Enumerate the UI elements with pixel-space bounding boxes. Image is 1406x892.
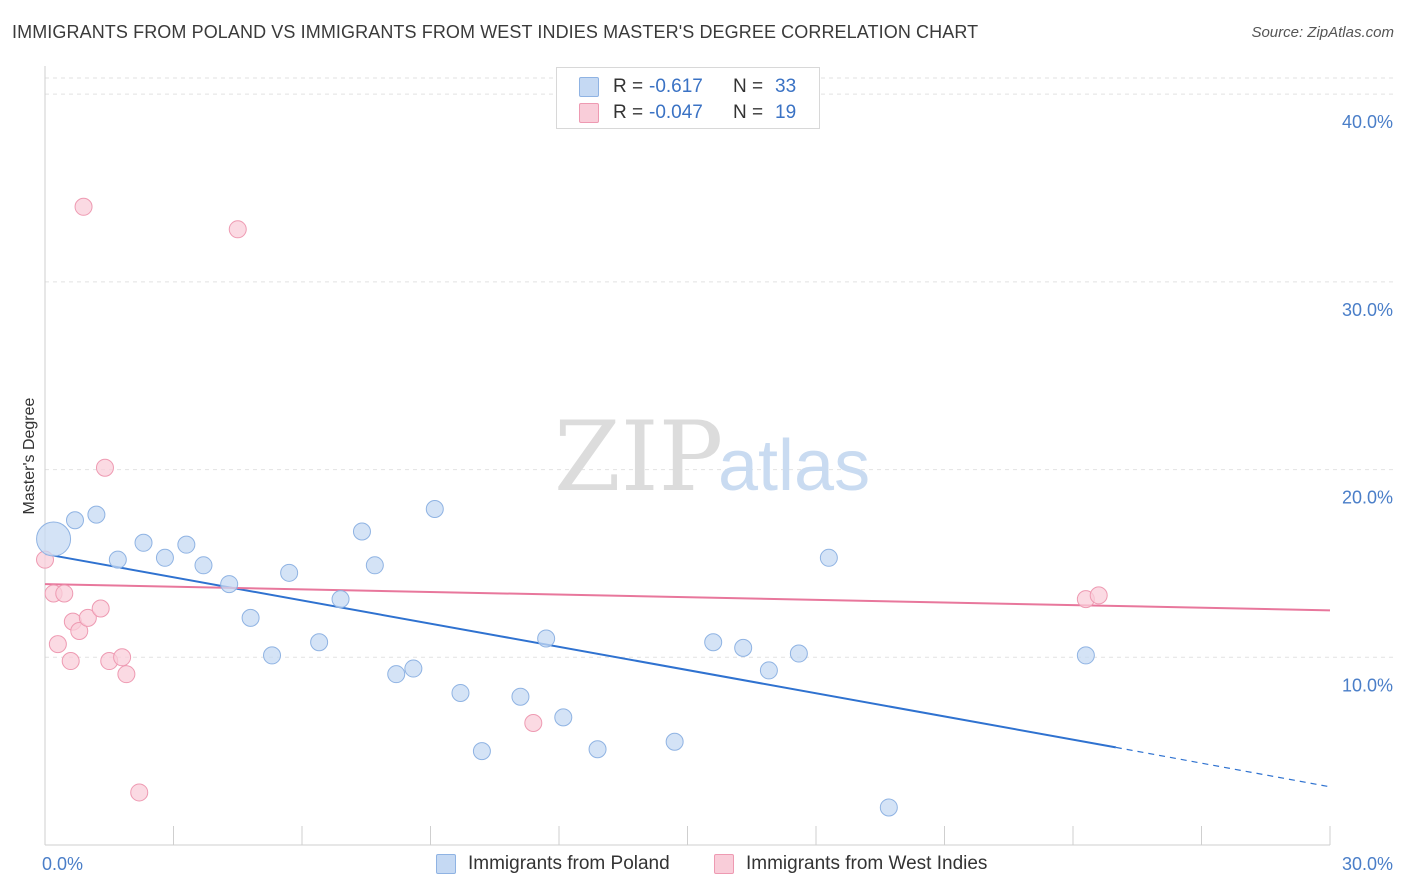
poland-point-5 (155, 548, 174, 567)
poland-point-1 (65, 511, 84, 530)
west-indies-point-7 (74, 197, 93, 216)
west-indies-point-3 (55, 584, 74, 603)
bottom-west-indies-swatch-icon (714, 854, 734, 874)
poland-point-21 (511, 687, 530, 706)
poland-point-7 (194, 556, 213, 575)
west-indies-r-label: R = (613, 102, 644, 123)
y-tick-label-10: 10.0% (1342, 675, 1393, 695)
west-indies-point-15 (228, 220, 247, 239)
poland-r-label: R = (613, 76, 644, 97)
poland-point-13 (331, 590, 350, 609)
poland-point-11 (280, 563, 299, 582)
poland-point-6 (177, 535, 196, 554)
west-indies-point-4 (61, 652, 80, 671)
poland-trend-extension (1115, 746, 1331, 788)
poland-point-31 (879, 798, 898, 817)
poland-trend-line (44, 553, 1117, 749)
watermark: ZIP atlas (554, 401, 870, 513)
data-points (36, 197, 1108, 817)
poland-point-26 (704, 633, 723, 652)
x-tick-label-min: 0.0% (42, 854, 83, 874)
west-indies-point-16 (524, 713, 543, 732)
watermark-zip: ZIP (554, 401, 723, 513)
poland-point-3 (108, 550, 127, 569)
y-axis-label: Master's Degree (21, 397, 38, 514)
poland-r-value: -0.617 (649, 76, 703, 97)
west-indies-r-value: -0.047 (649, 102, 703, 123)
y-tick-label-40: 40.0% (1342, 112, 1393, 132)
poland-n-label: N = (733, 76, 764, 97)
watermark-atlas: atlas (718, 426, 870, 506)
poland-point-20 (472, 742, 491, 761)
poland-point-14 (352, 522, 371, 541)
y-tick-label-30: 30.0% (1342, 300, 1393, 320)
poland-point-32 (1076, 646, 1095, 665)
poland-point-29 (789, 644, 808, 663)
west-indies-point-14 (130, 783, 149, 802)
west-indies-point-12 (113, 648, 132, 667)
poland-point-19 (451, 683, 470, 702)
poland-point-24 (588, 740, 607, 759)
poland-point-27 (734, 638, 753, 657)
poland-point-16 (387, 665, 406, 684)
west-indies-point-8 (78, 608, 97, 627)
y-tick-label-20: 20.0% (1342, 488, 1393, 508)
poland-point-17 (404, 659, 423, 678)
bottom-legend-west-indies: Immigrants from West Indies (714, 851, 987, 877)
legend-row-west-indies: R = -0.047 N = 19 (579, 100, 796, 126)
bottom-poland-label: Immigrants from Poland (468, 853, 670, 874)
poland-point-0 (36, 521, 72, 557)
poland-point-12 (310, 633, 329, 652)
west-indies-point-9 (91, 599, 110, 618)
bottom-poland-swatch-icon (436, 854, 456, 874)
west-indies-n-label: N = (733, 102, 764, 123)
trend-lines (44, 553, 1331, 788)
poland-n-value: 33 (775, 76, 797, 97)
poland-point-2 (87, 505, 106, 524)
poland-point-18 (425, 499, 444, 518)
west-indies-n-value: 19 (775, 102, 797, 123)
west-indies-point-6 (70, 622, 89, 641)
poland-point-22 (537, 629, 556, 648)
west-indies-point-13 (117, 665, 136, 684)
poland-point-30 (819, 548, 838, 567)
poland-point-4 (134, 533, 153, 552)
west-indies-swatch-icon (579, 103, 599, 123)
axes (44, 66, 1331, 846)
poland-point-23 (554, 708, 573, 727)
poland-point-15 (365, 556, 384, 575)
poland-swatch-icon (579, 77, 599, 97)
tick-labels: 10.0% 20.0% 30.0% 40.0% 0.0% 30.0% (42, 112, 1393, 874)
west-indies-point-2 (48, 635, 67, 654)
west-indies-trend-line (44, 583, 1331, 612)
bottom-west-indies-label: Immigrants from West Indies (746, 853, 988, 874)
correlation-legend: R = -0.617 N = 33 R = -0.047 N = 19 (556, 67, 820, 129)
west-indies-point-18 (1089, 586, 1108, 605)
poland-point-10 (263, 646, 282, 665)
west-indies-point-10 (95, 458, 114, 477)
source-label: Source: ZipAtlas.com (1251, 24, 1394, 41)
chart-title: IMMIGRANTS FROM POLAND VS IMMIGRANTS FRO… (12, 22, 979, 42)
poland-point-25 (665, 732, 684, 751)
legend-row-poland: R = -0.617 N = 33 (579, 74, 796, 100)
poland-point-28 (759, 661, 778, 680)
poland-point-9 (241, 608, 260, 627)
gridlines (45, 77, 1393, 658)
x-tick-label-max: 30.0% (1342, 854, 1393, 874)
poland-point-8 (220, 575, 239, 594)
bottom-legend-poland: Immigrants from Poland (436, 851, 670, 877)
